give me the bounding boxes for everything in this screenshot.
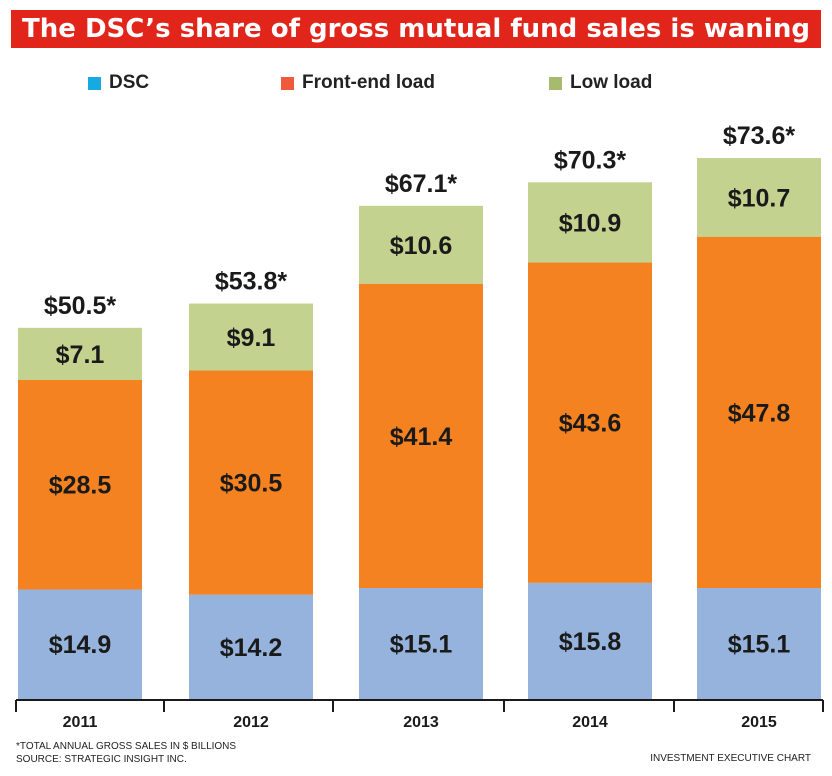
legend-item-dsc: DSC [88, 72, 149, 94]
x-tick-label-2011: 2011 [63, 714, 98, 731]
bar-front-end-load-2013 [359, 283, 483, 589]
bar-low-load-2015 [697, 158, 821, 237]
legend-swatch-low-load [549, 76, 562, 90]
data-label-low-load-2012: $9.1 [227, 324, 276, 352]
total-label-2015: $73.6* [723, 122, 796, 150]
footnote: *TOTAL ANNUAL GROSS SALES IN $ BILLIONS … [16, 740, 236, 766]
data-label-front-end-load-2015: $47.8 [728, 399, 791, 427]
legend-label-dsc: DSC [109, 72, 150, 93]
legend: DSC Front-end load Low load [0, 72, 832, 94]
x-tick-label-2014: 2014 [572, 714, 608, 731]
footnote-totals: *TOTAL ANNUAL GROSS SALES IN $ BILLIONS [16, 741, 237, 752]
bar-low-load-2014 [528, 182, 652, 263]
legend-item-low-load: Low load [549, 72, 652, 94]
data-label-front-end-load-2012: $30.5 [220, 470, 283, 498]
total-label-2012: $53.8* [215, 268, 288, 296]
data-label-dsc-2015: $15.1 [728, 631, 791, 659]
bar-low-load-2011 [18, 327, 142, 381]
data-label-front-end-load-2011: $28.5 [49, 472, 112, 500]
legend-item-front-end-load: Front-end load [281, 72, 435, 94]
x-tick-label-2015: 2015 [741, 714, 777, 731]
legend-label-low-load: Low load [570, 72, 653, 93]
data-label-dsc-2014: $15.8 [559, 628, 622, 656]
bar-low-load-2012 [189, 303, 313, 371]
bar-low-load-2013 [359, 205, 483, 284]
x-tick-label-2013: 2013 [403, 714, 439, 731]
data-label-low-load-2014: $10.9 [559, 209, 622, 237]
total-label-2011: $50.5* [44, 292, 117, 320]
total-label-2013: $67.1* [385, 170, 458, 198]
bar-front-end-load-2015 [697, 236, 821, 589]
data-label-dsc-2013: $15.1 [390, 631, 453, 659]
data-label-front-end-load-2013: $41.4 [390, 423, 453, 451]
bar-dsc-2014 [528, 582, 652, 699]
data-label-low-load-2013: $10.6 [390, 232, 453, 260]
data-label-low-load-2015: $10.7 [728, 184, 791, 212]
chart-credit: INVESTMENT EXECUTIVE CHART [650, 753, 811, 764]
bar-dsc-2015 [697, 588, 821, 699]
data-label-front-end-load-2014: $43.6 [559, 410, 622, 438]
chart-title: The DSC’s share of gross mutual fund sal… [11, 10, 821, 48]
data-label-dsc-2011: $14.9 [49, 631, 112, 659]
footnote-source: SOURCE: STRATEGIC INSIGHT INC. [16, 754, 187, 765]
legend-label-front-end-load: Front-end load [302, 72, 435, 93]
bar-front-end-load-2012 [189, 370, 313, 595]
legend-swatch-dsc [88, 76, 101, 90]
bar-dsc-2013 [359, 588, 483, 699]
bar-dsc-2011 [18, 589, 142, 699]
data-label-dsc-2012: $14.2 [220, 634, 283, 662]
legend-swatch-front-end-load [281, 76, 294, 90]
total-label-2014: $70.3* [554, 146, 627, 174]
data-label-low-load-2011: $7.1 [56, 341, 105, 369]
bar-front-end-load-2014 [528, 262, 652, 583]
x-tick-label-2012: 2012 [233, 714, 269, 731]
bar-dsc-2012 [189, 594, 313, 699]
bar-front-end-load-2011 [18, 380, 142, 590]
